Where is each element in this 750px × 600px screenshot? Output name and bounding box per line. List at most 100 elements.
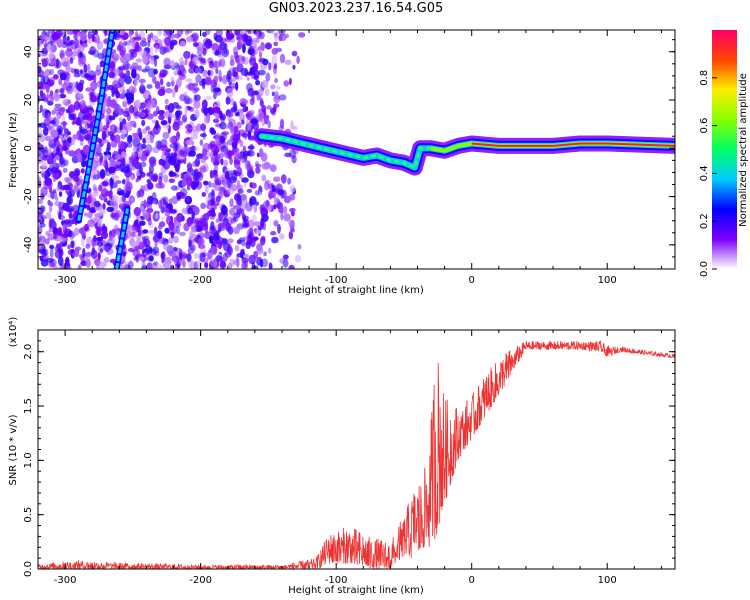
- streak-core: [115, 208, 129, 269]
- noise-speck: [283, 206, 288, 215]
- noise-speck: [126, 135, 133, 144]
- noise-speck: [82, 108, 89, 114]
- noise-speck: [134, 161, 142, 170]
- noise-speck: [212, 169, 218, 176]
- noise-speck: [191, 125, 198, 132]
- noise-speck: [131, 68, 137, 79]
- colorbar-tick-label: 0.4: [699, 165, 710, 181]
- noise-speck: [226, 70, 232, 80]
- noise-speck: [86, 204, 91, 211]
- noise-speck: [246, 188, 253, 193]
- noise-speck: [193, 99, 201, 109]
- noise-speck: [81, 237, 85, 248]
- y-tick-label: -20: [23, 188, 34, 204]
- noise-speck: [122, 41, 128, 47]
- noise-speck: [46, 30, 50, 38]
- noise-speck: [40, 186, 48, 197]
- noise-speck: [185, 78, 193, 83]
- noise-speck: [246, 76, 250, 81]
- noise-speck: [73, 38, 79, 49]
- noise-speck: [201, 99, 208, 109]
- noise-speck: [284, 33, 290, 38]
- noise-speck: [227, 180, 232, 189]
- noise-speck: [62, 167, 68, 173]
- noise-speck: [49, 69, 54, 75]
- noise-speck: [129, 52, 135, 61]
- x-tick-label: -300: [54, 575, 77, 586]
- noise-speck: [133, 77, 137, 88]
- top-x-axis-label: Height of straight line (km): [288, 285, 424, 296]
- noise-speck: [247, 30, 252, 35]
- ridge-core-strong: [471, 142, 675, 147]
- noise-speck: [270, 30, 275, 35]
- noise-speck: [158, 158, 164, 166]
- noise-speck: [196, 123, 203, 132]
- noise-speck: [214, 88, 222, 96]
- noise-speck: [238, 237, 246, 242]
- noise-speck: [215, 218, 220, 224]
- noise-speck: [170, 185, 178, 191]
- noise-speck: [164, 98, 169, 105]
- noise-speck: [119, 49, 126, 57]
- noise-speck: [107, 166, 116, 173]
- noise-speck: [45, 212, 52, 220]
- x-tick-label: 0: [469, 275, 475, 286]
- noise-speck: [293, 125, 298, 131]
- noise-speck: [202, 31, 207, 38]
- noise-speck: [214, 157, 218, 164]
- noise-speck: [240, 67, 249, 77]
- noise-speck: [221, 131, 230, 136]
- noise-speck: [118, 77, 125, 88]
- snr-series: [38, 340, 675, 569]
- noise-speck: [253, 203, 258, 213]
- noise-speck: [279, 233, 285, 240]
- noise-speck: [53, 74, 59, 80]
- noise-speck: [214, 179, 222, 186]
- noise-speck: [226, 246, 234, 256]
- noise-speck: [158, 172, 164, 180]
- noise-speck: [157, 110, 165, 115]
- noise-speck: [111, 92, 115, 97]
- noise-speck: [241, 261, 247, 269]
- noise-speck: [90, 249, 98, 259]
- noise-speck: [279, 53, 286, 64]
- noise-speck: [213, 240, 219, 245]
- noise-speck: [109, 189, 113, 199]
- noise-speck: [174, 143, 178, 152]
- noise-speck: [92, 191, 99, 197]
- noise-speck: [134, 111, 142, 117]
- noise-speck: [59, 72, 67, 81]
- noise-speck: [234, 245, 240, 252]
- noise-speck: [112, 194, 119, 204]
- noise-speck: [119, 204, 123, 210]
- noise-speck: [179, 148, 187, 158]
- noise-speck: [222, 238, 228, 243]
- noise-speck: [276, 85, 281, 90]
- noise-speck: [77, 264, 82, 269]
- colorbar: 0.0 0.2 0.4 0.6 0.8 Normalized spectral ampl…: [699, 30, 749, 277]
- noise-speck: [288, 77, 292, 86]
- noise-speck: [268, 205, 272, 213]
- noise-speck: [38, 226, 43, 234]
- noise-speck: [188, 239, 192, 248]
- noise-speck: [55, 118, 60, 125]
- noise-speck: [175, 225, 180, 235]
- noise-speck: [269, 164, 277, 173]
- noise-speck: [141, 68, 149, 73]
- noise-speck: [290, 120, 294, 130]
- noise-speck: [231, 141, 238, 149]
- noise-speck: [74, 170, 80, 179]
- noise-speck: [49, 153, 53, 164]
- noise-speck: [221, 47, 230, 58]
- noise-speck: [291, 155, 297, 164]
- noise-speck: [284, 59, 292, 66]
- noise-speck: [147, 182, 154, 190]
- noise-speck: [146, 262, 153, 269]
- noise-speck: [99, 262, 107, 268]
- noise-speck: [67, 182, 73, 191]
- noise-speck: [298, 32, 306, 38]
- noise-speck: [134, 99, 141, 109]
- noise-speck: [53, 227, 58, 234]
- noise-speck: [82, 144, 91, 155]
- noise-speck: [160, 155, 168, 160]
